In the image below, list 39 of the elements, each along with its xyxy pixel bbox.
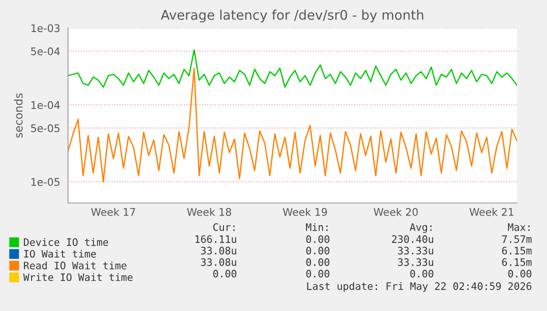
x-tick-label: Week 18 bbox=[187, 208, 232, 216]
x-tick-label: Week 21 bbox=[470, 208, 514, 216]
line-series bbox=[68, 68, 517, 182]
text: 0.00 bbox=[306, 246, 330, 254]
text: Max: bbox=[508, 223, 530, 231]
text: 33.08u bbox=[201, 246, 236, 254]
x-tick-label: Week 19 bbox=[282, 208, 327, 216]
x-tick-label: Week 20 bbox=[374, 208, 418, 216]
line-series bbox=[68, 49, 517, 88]
legend-label: IO Wait time bbox=[24, 250, 96, 258]
text: 0.00 bbox=[410, 270, 434, 278]
y-tick-label: 1e-03 bbox=[31, 24, 60, 32]
text: 6.15m bbox=[502, 246, 532, 254]
y-tick-label: 5e-05 bbox=[31, 124, 60, 132]
text: 0.00 bbox=[306, 235, 330, 243]
text: 0.00 bbox=[213, 270, 236, 278]
legend-label: Device IO time bbox=[24, 238, 108, 246]
text: 0.00 bbox=[306, 270, 330, 278]
text: 0.00 bbox=[306, 258, 330, 266]
text: 6.15m bbox=[502, 258, 532, 266]
y-tick-label: 1e-04 bbox=[31, 101, 60, 110]
text: Min: bbox=[306, 223, 328, 231]
text: 33.08u bbox=[201, 258, 236, 266]
y-tick-label: 1e-05 bbox=[31, 178, 60, 186]
y-axis-title: seconds bbox=[14, 93, 23, 138]
text: 33.33u bbox=[398, 246, 434, 254]
legend-label: Write IO Wait time bbox=[23, 273, 133, 282]
chart-title: Average latency for /dev/sr0 - by month bbox=[160, 10, 424, 22]
legend-label: Read IO Wait time bbox=[24, 262, 126, 270]
y-tick-label: 5e-04 bbox=[31, 47, 60, 56]
text: 7.57m bbox=[502, 235, 532, 243]
text: Last update: Fri May 22 02:40:59 2026 bbox=[307, 282, 532, 292]
text: 230.40u bbox=[392, 235, 434, 243]
text: Cur: bbox=[213, 223, 235, 231]
text: 166.11u bbox=[195, 235, 236, 243]
text: 33.33u bbox=[398, 258, 434, 266]
text: Avg: bbox=[410, 223, 432, 233]
x-tick-label: Week 17 bbox=[91, 208, 136, 216]
text: 0.00 bbox=[508, 270, 532, 278]
